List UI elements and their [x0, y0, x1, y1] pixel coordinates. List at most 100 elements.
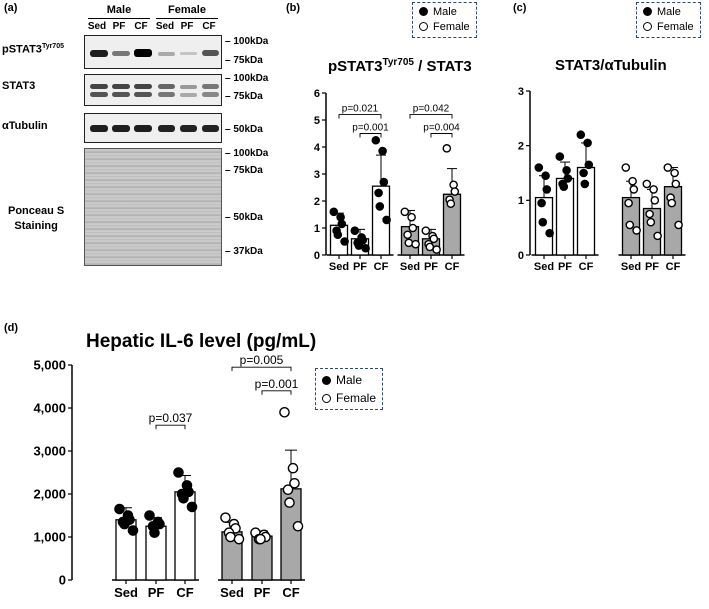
blot-label-ponceau-line: Ponceau S	[8, 205, 65, 217]
lane-label: Sed	[87, 21, 107, 32]
data-point-female	[450, 187, 460, 196]
data-point-male	[555, 152, 565, 161]
data-point-male	[173, 467, 184, 478]
x-tick-label: PF	[254, 585, 271, 600]
data-point-female	[650, 196, 660, 205]
band	[134, 92, 152, 97]
data-point-male	[537, 198, 546, 208]
mw-marker: – 100kDa	[225, 73, 269, 84]
band	[134, 49, 152, 57]
legend-male-marker	[419, 7, 428, 16]
x-tick-label: Sed	[400, 261, 420, 273]
y-tick-label: 6	[314, 88, 320, 100]
data-point-female	[429, 234, 439, 244]
data-point-female	[404, 238, 414, 248]
data-point-female	[625, 220, 635, 230]
data-point-female	[279, 407, 290, 418]
data-point-female	[292, 520, 304, 532]
data-point-male	[542, 185, 552, 194]
group-male-label: Male	[106, 4, 132, 16]
significance-bracket	[409, 114, 453, 119]
data-point-female	[663, 163, 673, 172]
significance-bracket	[261, 390, 292, 395]
mw-marker: – 75kDa	[225, 165, 263, 176]
legend-male: Male	[419, 5, 470, 20]
data-point-female	[282, 484, 294, 495]
band	[202, 125, 219, 132]
y-tick-label: 1	[518, 195, 524, 207]
data-point-male	[149, 527, 160, 538]
blot-ponceau	[84, 148, 222, 266]
panel-b-label: (b)	[286, 2, 301, 14]
mw-marker: – 100kDa	[225, 36, 269, 47]
data-point-female	[287, 462, 299, 474]
x-tick-label: CF	[282, 585, 299, 600]
mw-marker: – 50kDa	[225, 212, 263, 223]
band	[180, 125, 197, 132]
p-value-label: p=0.004	[423, 123, 460, 134]
legend-male-marker	[643, 7, 652, 16]
mw-marker: – 100kDa	[225, 148, 269, 159]
legend-female: Female	[419, 20, 470, 35]
blot-label-ponceau-line: Staining	[14, 220, 58, 232]
data-point-female	[284, 497, 295, 508]
band	[134, 84, 152, 89]
legend-female-marker	[419, 22, 428, 31]
y-tick-label: 3	[518, 86, 524, 98]
lane-label: Sed	[155, 21, 175, 32]
data-point-male	[114, 503, 125, 515]
data-point-female	[642, 179, 652, 189]
band	[202, 50, 219, 56]
data-point-male	[350, 226, 360, 235]
chart-c: 0 1 2 3 Sed PF CF Sed PF CF	[518, 86, 686, 273]
data-point-female	[225, 531, 236, 543]
data-point-female	[446, 199, 456, 208]
data-point-male	[329, 207, 339, 217]
legend-female: Female	[322, 389, 376, 407]
data-point-female	[411, 239, 420, 249]
data-point-male	[538, 217, 548, 227]
mw-marker-text: 100kDa	[233, 148, 269, 159]
data-point-female	[233, 533, 245, 545]
data-point-male	[178, 492, 189, 504]
data-point-female	[671, 179, 681, 189]
blot-tubulin	[84, 113, 222, 143]
data-point-male	[584, 160, 594, 170]
group-male-line	[88, 18, 150, 19]
lane-label: PF	[112, 21, 126, 32]
data-point-female	[449, 180, 458, 190]
blot-label-pstat3-text: pSTAT3	[2, 43, 42, 56]
data-point-male	[541, 171, 550, 181]
p-value-label: p=0.001	[255, 377, 299, 391]
data-point-male	[119, 518, 130, 530]
significance-bracket	[155, 424, 186, 430]
chart-c-title: STAT3/αTubulin	[555, 57, 667, 74]
panel-a-label: (a)	[4, 2, 18, 14]
y-tick-label: 4	[314, 142, 321, 154]
data-point-male	[545, 228, 554, 238]
data-point-male	[534, 163, 544, 172]
significance-bracket	[359, 133, 382, 138]
data-point-female	[649, 185, 658, 194]
x-tick-label: CF	[176, 585, 193, 600]
band	[180, 52, 197, 55]
y-tick-label: 2,000	[33, 487, 66, 502]
band	[112, 84, 130, 89]
group-female-label: Female	[168, 4, 206, 16]
x-tick-label: CF	[445, 261, 460, 273]
legend-female-text: Female	[336, 391, 377, 405]
lane-label: CF	[134, 21, 148, 32]
data-point-male	[333, 230, 343, 240]
p-value-label: p=0.001	[352, 123, 389, 134]
chart-b-title-text: pSTAT3	[328, 58, 383, 75]
mw-marker-text: 100kDa	[233, 73, 269, 84]
p-value-label: p=0.037	[149, 411, 193, 425]
data-point-female	[220, 512, 231, 523]
data-point-male	[337, 219, 347, 229]
data-point-male	[580, 179, 590, 189]
x-tick-label: CF	[579, 261, 594, 273]
data-point-male	[576, 130, 586, 140]
blot-stat3	[84, 74, 222, 106]
legend-male: Male	[643, 5, 694, 20]
p-value-label: p=0.021	[342, 104, 379, 115]
